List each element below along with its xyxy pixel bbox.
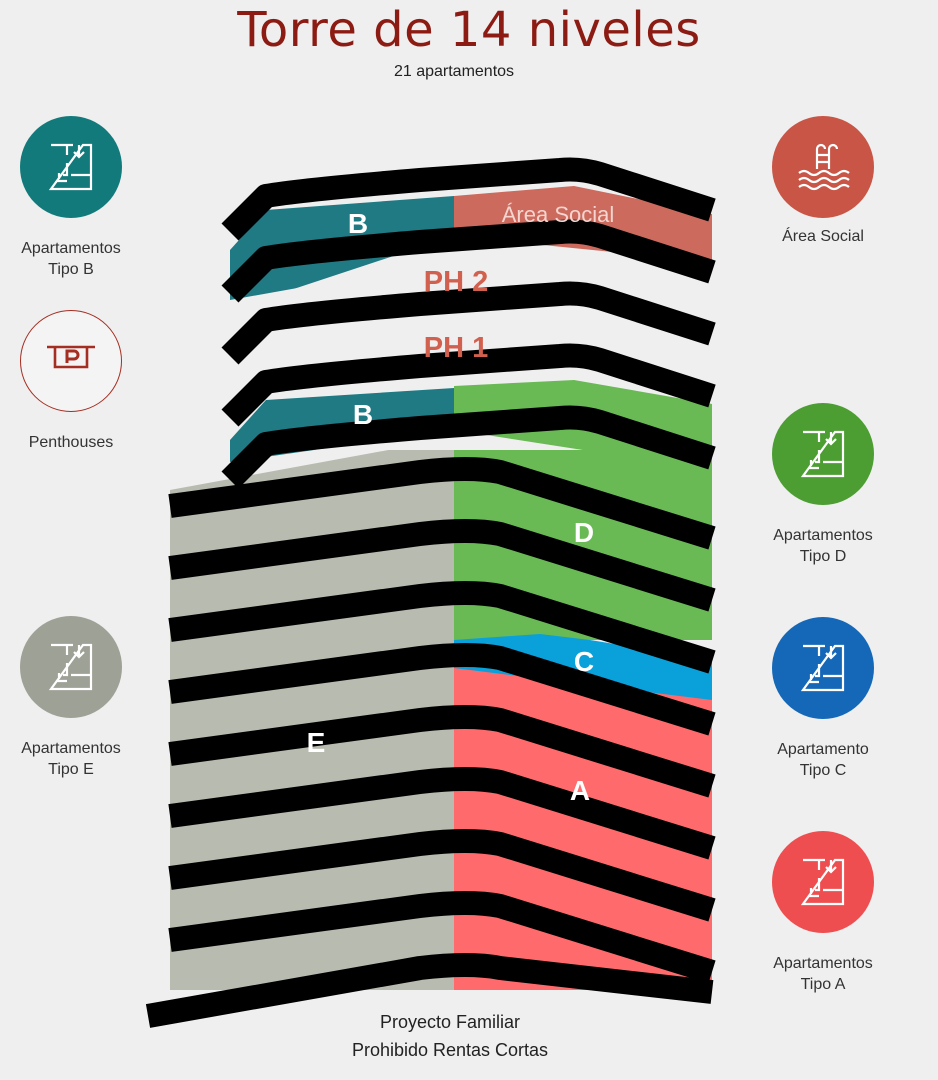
floor-slab-lower-4 — [168, 643, 716, 736]
floor-slab-upper-1 — [221, 157, 716, 241]
legend-tipo-d: Apartamentos Tipo D — [748, 403, 898, 567]
page-title: Torre de 14 niveles — [237, 2, 701, 58]
legend-circle-area-social — [772, 116, 874, 218]
floorplan-icon — [800, 858, 845, 906]
legend-tipo-c: Apartamento Tipo C — [748, 617, 898, 781]
floor-slab-lower-9 — [145, 953, 714, 1028]
legend-area-social: Área Social — [748, 116, 898, 247]
legend-circle-tipo-c — [772, 617, 874, 719]
legend-label-tipo-c: Apartamento Tipo C — [777, 741, 869, 779]
legend-circle-tipo-a — [772, 831, 874, 933]
unit-label-b-lower: B — [353, 399, 373, 430]
legend-penthouses: Penthouses — [0, 310, 146, 453]
floor-slab-upper-2 — [221, 219, 716, 303]
floor-slab-lower-3 — [168, 581, 716, 674]
unit-label-a: A — [570, 775, 590, 806]
unit-label-ph2: PH 2 — [424, 266, 488, 298]
floor-slab-lower-5 — [168, 705, 716, 798]
parking-sign-icon — [47, 345, 95, 369]
legend-circle-tipo-e — [20, 616, 122, 718]
legend-tipo-a: Apartamentos Tipo A — [748, 831, 898, 995]
unit-label-ph1: PH 1 — [424, 332, 488, 364]
floor-slab-lower-1 — [168, 457, 716, 550]
floorplan-icon — [800, 430, 845, 478]
page-subtitle: 21 apartamentos — [393, 63, 515, 80]
legend-label-tipo-d: Apartamentos Tipo D — [773, 527, 873, 565]
floor-slabs — [145, 157, 716, 1028]
unit-label-area-social: Área Social — [502, 202, 615, 227]
pool-icon — [798, 143, 850, 191]
legend-tipo-b: Apartamentos Tipo B — [0, 116, 146, 280]
floorplan-icon — [800, 644, 845, 692]
floor-slab-lower-8 — [168, 891, 716, 984]
floor-slab-lower-6 — [168, 767, 716, 860]
unit-label-c: C — [574, 646, 594, 677]
floor-slab-upper-4 — [221, 343, 716, 427]
legend-label-tipo-a: Apartamentos Tipo A — [773, 955, 873, 993]
floor-slab-upper-5 — [221, 405, 716, 489]
footer-note: Proyecto Familiar Prohibido Rentas Corta… — [351, 1012, 549, 1060]
legend-circle-tipo-d — [772, 403, 874, 505]
floor-slab-upper-3 — [221, 281, 716, 365]
floorplan-icon — [48, 643, 93, 691]
legend-tipo-e: Apartamentos Tipo E — [0, 616, 146, 780]
legend-label-penthouses: Penthouses — [28, 434, 114, 451]
legend-label-tipo-b: Apartamentos Tipo B — [21, 240, 121, 278]
floorplan-icon — [48, 143, 93, 191]
tower-labels: B Área Social PH 2 PH 1 B D C E A — [307, 202, 615, 806]
legend-label-tipo-e: Apartamentos Tipo E — [21, 740, 121, 778]
unit-label-e: E — [307, 727, 326, 758]
floor-slab-lower-7 — [168, 829, 716, 922]
legend-label-area-social: Área Social — [782, 228, 864, 245]
unit-label-d: D — [574, 517, 594, 548]
legend-circle-penthouses — [20, 310, 122, 412]
legend-circle-tipo-b — [20, 116, 122, 218]
floor-slab-lower-2 — [168, 519, 716, 612]
unit-label-b-top: B — [348, 208, 368, 239]
